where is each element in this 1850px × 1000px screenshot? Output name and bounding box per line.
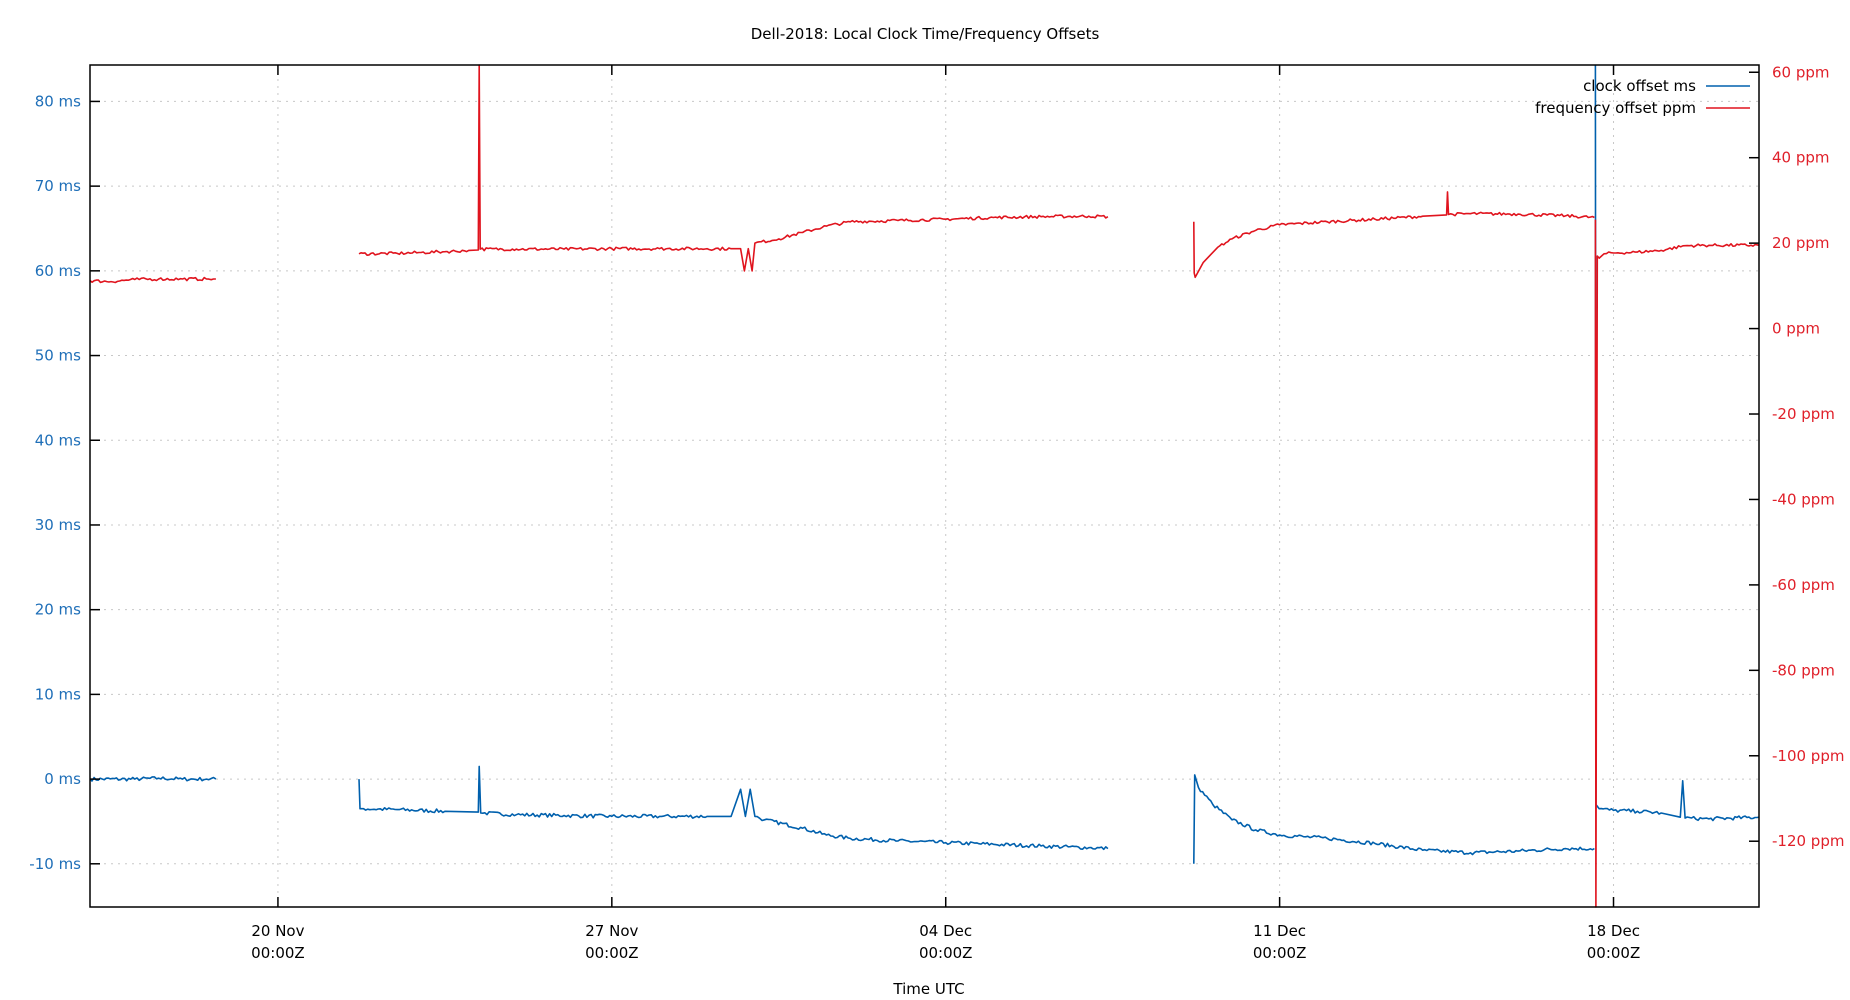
right-tick-label: 0 ppm xyxy=(1772,320,1820,338)
right-tick-label: -80 ppm xyxy=(1772,661,1835,679)
chart-title: Dell-2018: Local Clock Time/Frequency Of… xyxy=(751,25,1100,43)
legend-item-frequency: frequency offset ppm xyxy=(1535,99,1750,117)
legend-label-clock: clock offset ms xyxy=(1583,77,1696,95)
frequency-offset-line xyxy=(358,64,1109,272)
right-tick-label: 20 ppm xyxy=(1772,234,1830,252)
right-tick-label: -60 ppm xyxy=(1772,576,1835,594)
right-axis-ticks: -120 ppm -100 ppm -80 ppm -60 ppm -40 ppm -20… xyxy=(1749,63,1844,850)
frequency-offset-line xyxy=(1594,219,1760,908)
right-tick-label: 40 ppm xyxy=(1772,149,1830,167)
left-tick-label: 30 ms xyxy=(35,516,81,534)
series-layer xyxy=(89,64,1760,908)
left-tick-label: 0 ms xyxy=(44,770,81,788)
x-tick-label-date: 20 Nov xyxy=(251,922,304,940)
left-tick-label: -10 ms xyxy=(29,855,81,873)
frequency-offset-line xyxy=(1193,191,1595,279)
x-tick-label-time: 00:00Z xyxy=(919,944,973,962)
x-axis-label: Time UTC xyxy=(892,980,964,998)
legend-label-frequency: frequency offset ppm xyxy=(1535,99,1696,117)
x-tick-label-time: 00:00Z xyxy=(251,944,305,962)
x-tick-label-date: 18 Dec xyxy=(1587,922,1640,940)
right-tick-label: -20 ppm xyxy=(1772,405,1835,423)
left-tick-label: 60 ms xyxy=(35,262,81,280)
x-tick-label-time: 00:00Z xyxy=(1587,944,1641,962)
left-tick-label: 40 ms xyxy=(35,431,81,449)
x-tick-label-date: 11 Dec xyxy=(1253,922,1306,940)
clock-offset-line xyxy=(1193,774,1595,864)
right-tick-label: 60 ppm xyxy=(1772,63,1830,81)
legend-item-clock: clock offset ms xyxy=(1583,77,1750,95)
x-tick-label-time: 00:00Z xyxy=(585,944,639,962)
left-tick-label: 20 ms xyxy=(35,601,81,619)
right-tick-label: -100 ppm xyxy=(1772,747,1844,765)
clock-offset-line xyxy=(1594,64,1760,822)
frequency-offset-line xyxy=(89,276,216,284)
right-tick-label: -40 ppm xyxy=(1772,490,1835,508)
plot-border xyxy=(89,64,1760,908)
x-tick-label-date: 04 Dec xyxy=(919,922,972,940)
x-tick-label-date: 27 Nov xyxy=(585,922,638,940)
x-axis-ticks: 20 Nov 00:00Z 27 Nov 00:00Z 04 Dec 00:00Z 11 D… xyxy=(251,65,1640,962)
left-tick-label: 70 ms xyxy=(35,177,81,195)
clock-offset-line xyxy=(358,765,1109,851)
left-tick-label: 10 ms xyxy=(35,685,81,703)
right-tick-label: -120 ppm xyxy=(1772,832,1844,850)
left-axis-ticks: -10 ms 0 ms 10 ms 20 ms 30 ms 40 ms 50 ms 60 ms… xyxy=(29,92,100,873)
legend: clock offset ms frequency offset ppm xyxy=(1535,77,1750,117)
left-tick-label: 80 ms xyxy=(35,92,81,110)
grid-lines xyxy=(90,65,1759,907)
left-tick-label: 50 ms xyxy=(35,347,81,365)
x-tick-label-time: 00:00Z xyxy=(1253,944,1307,962)
clock-offset-line xyxy=(89,776,217,782)
